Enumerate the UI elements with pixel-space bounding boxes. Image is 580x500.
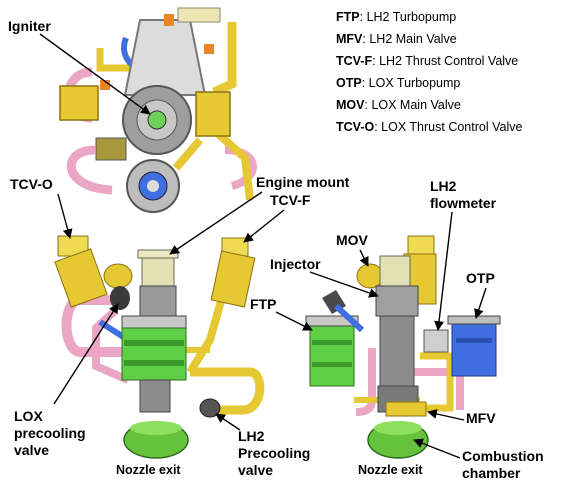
tcv-o-arrow <box>57 193 73 239</box>
legend-desc: LOX Turbopump <box>368 76 461 90</box>
legend-sep: : <box>372 54 380 68</box>
legend-desc: LOX Thrust Control Valve <box>381 120 523 134</box>
label-lox-precooling-line1: LOX <box>14 408 43 424</box>
label-tcv-o: TCV-O <box>10 176 53 192</box>
left-side-view-engine <box>54 235 265 459</box>
legend-desc: LOX Main Valve <box>371 98 461 112</box>
legend-row: TCV-O: LOX Thrust Control Valve <box>336 116 576 138</box>
legend-sep: : <box>364 98 372 112</box>
legend: FTP: LH2 Turbopump MFV: LH2 Main Valve TCV… <box>336 6 576 138</box>
label-mfv: MFV <box>466 410 496 426</box>
label-tcv-f: TCV-F <box>270 192 311 208</box>
legend-abbr: TCV-F <box>336 54 373 68</box>
label-ftp: FTP <box>250 296 277 312</box>
legend-row: MFV: LH2 Main Valve <box>336 28 576 50</box>
legend-abbr: MOV <box>336 98 365 112</box>
tcv-f-arrow <box>243 209 285 243</box>
legend-sep: : <box>362 32 370 46</box>
legend-sep: : <box>359 10 367 24</box>
legend-abbr: MFV <box>336 32 363 46</box>
legend-sep: : <box>374 120 382 134</box>
ftp-arrow <box>275 311 313 331</box>
label-otp: OTP <box>466 270 495 286</box>
mfv-arrow <box>427 409 465 421</box>
label-lox-precooling-line3: valve <box>14 442 50 458</box>
legend-abbr: OTP <box>336 76 362 90</box>
legend-row: TCV-F: LH2 Thrust Control Valve <box>336 50 576 72</box>
igniter-arrow <box>39 33 151 115</box>
label-nozzle-exit-right: Nozzle exit <box>358 463 423 477</box>
mov-arrow <box>359 249 369 267</box>
legend-sep: : <box>361 76 369 90</box>
engine-mount-arrow <box>169 191 263 255</box>
legend-abbr: TCV-O <box>336 120 375 134</box>
legend-row: FTP: LH2 Turbopump <box>336 6 576 28</box>
label-engine-mount: Engine mount <box>256 174 350 190</box>
lox-precooling-arrow <box>53 303 119 405</box>
legend-desc: LH2 Turbopump <box>366 10 457 24</box>
injector-arrow <box>309 271 379 298</box>
label-lox-precooling-line2: precooling <box>14 425 86 441</box>
label-lh2-precooling-line2: Precooling <box>238 445 311 461</box>
label-lh2-precooling-line3: valve <box>238 462 274 478</box>
leader-lines <box>39 33 487 459</box>
label-combustion-line2: chamber <box>462 465 521 481</box>
right-side-view-engine <box>305 235 501 459</box>
legend-desc: LH2 Thrust Control Valve <box>379 54 519 68</box>
label-lh2-flowmeter-line1: LH2 <box>430 178 457 194</box>
legend-desc: LH2 Main Valve <box>369 32 457 46</box>
otp-arrow <box>474 287 487 319</box>
combustion-arrow <box>413 438 461 459</box>
label-lh2-precooling-line1: LH2 <box>238 428 265 444</box>
label-mov: MOV <box>336 232 368 248</box>
label-igniter: Igniter <box>8 18 51 34</box>
label-nozzle-exit-left: Nozzle exit <box>116 463 181 477</box>
legend-row: MOV: LOX Main Valve <box>336 94 576 116</box>
label-lh2-flowmeter-line2: flowmeter <box>430 195 497 211</box>
lh2-precooling-arrow <box>215 413 241 431</box>
legend-abbr: FTP <box>336 10 360 24</box>
label-injector: Injector <box>270 256 321 272</box>
label-combustion-line1: Combustion <box>462 448 544 464</box>
top-view-engine <box>59 7 257 213</box>
legend-row: OTP: LOX Turbopump <box>336 72 576 94</box>
lh2-flowmeter-arrow <box>434 211 453 331</box>
